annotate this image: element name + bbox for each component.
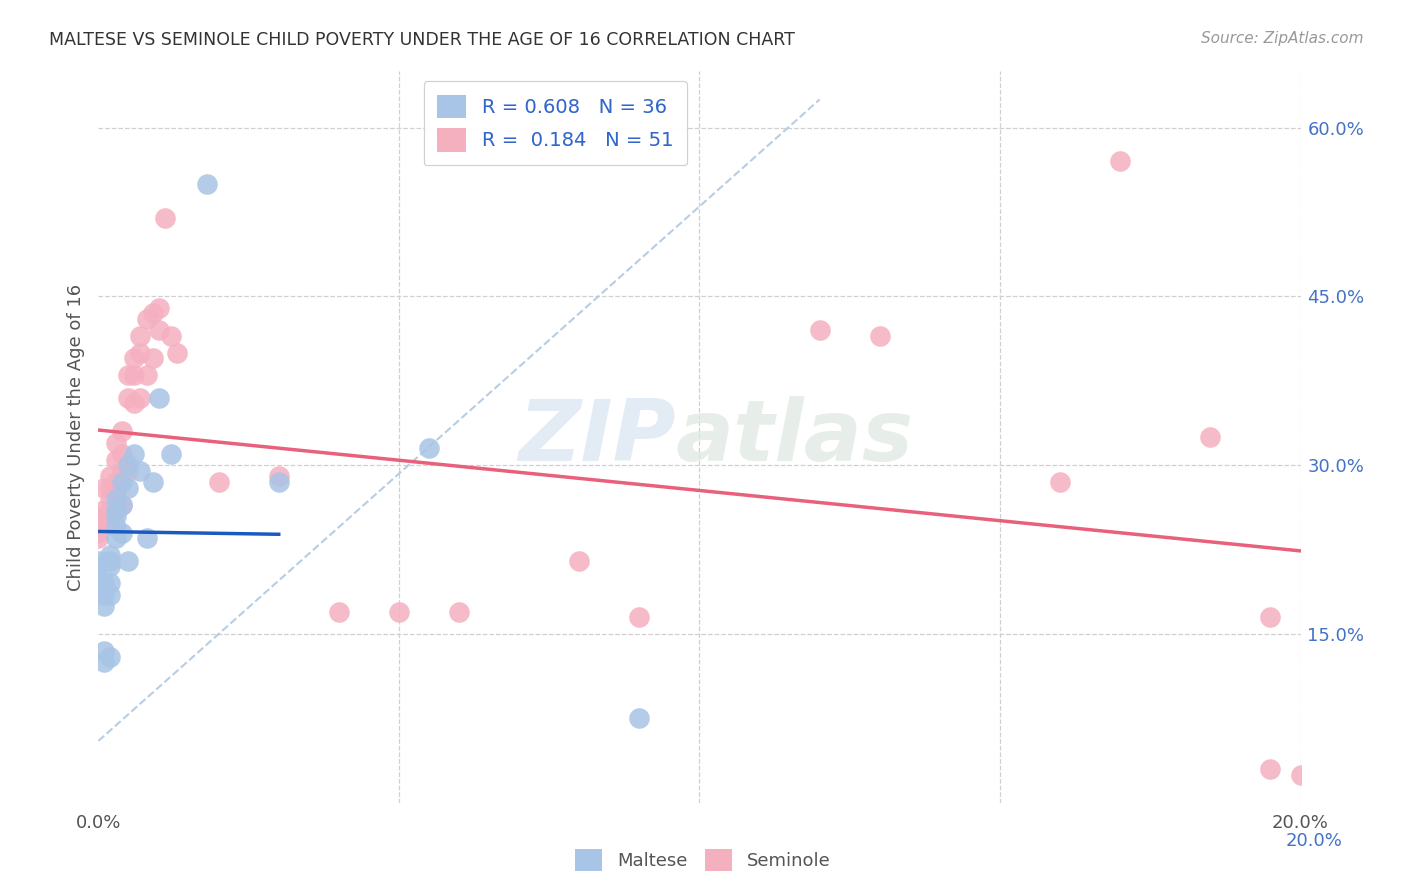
Point xyxy=(124,368,146,383)
Point xyxy=(129,464,152,478)
Point xyxy=(93,644,115,658)
Point xyxy=(87,559,110,574)
Text: 20.0%: 20.0% xyxy=(1286,832,1343,850)
Point xyxy=(100,576,122,591)
Point xyxy=(159,328,181,343)
Point xyxy=(111,498,134,512)
Point xyxy=(100,481,122,495)
Text: MALTESE VS SEMINOLE CHILD POVERTY UNDER THE AGE OF 16 CORRELATION CHART: MALTESE VS SEMINOLE CHILD POVERTY UNDER … xyxy=(49,31,794,49)
Point xyxy=(93,588,115,602)
Point xyxy=(117,481,139,495)
Point xyxy=(1049,475,1071,489)
Point xyxy=(93,599,115,613)
Point xyxy=(141,351,163,366)
Point xyxy=(208,475,231,489)
Point xyxy=(93,582,115,596)
Point xyxy=(111,525,134,540)
Point xyxy=(105,503,128,517)
Point xyxy=(328,605,350,619)
Point xyxy=(105,435,128,450)
Point xyxy=(93,508,115,523)
Point xyxy=(135,532,157,546)
Legend: Maltese, Seminole: Maltese, Seminole xyxy=(568,842,838,879)
Point xyxy=(141,475,163,489)
Point xyxy=(148,323,170,337)
Point xyxy=(111,498,134,512)
Point xyxy=(117,458,139,473)
Point xyxy=(1260,762,1282,776)
Point xyxy=(93,576,115,591)
Point xyxy=(105,486,128,500)
Point xyxy=(100,491,122,506)
Point xyxy=(159,447,181,461)
Point xyxy=(1260,610,1282,624)
Point xyxy=(87,532,110,546)
Point xyxy=(111,425,134,439)
Point xyxy=(195,177,218,191)
Point xyxy=(148,301,170,315)
Point xyxy=(105,508,128,523)
Point xyxy=(124,396,146,410)
Point xyxy=(105,520,128,534)
Point xyxy=(100,548,122,562)
Point xyxy=(105,452,128,467)
Point xyxy=(153,211,176,225)
Point xyxy=(148,391,170,405)
Point xyxy=(87,525,110,540)
Point xyxy=(1199,430,1222,444)
Point xyxy=(388,605,411,619)
Point xyxy=(93,655,115,669)
Point xyxy=(869,328,891,343)
Point xyxy=(117,464,139,478)
Point xyxy=(87,515,110,529)
Point xyxy=(1289,767,1312,781)
Point xyxy=(418,442,440,456)
Point xyxy=(135,312,157,326)
Point xyxy=(93,503,115,517)
Point xyxy=(135,368,157,383)
Point xyxy=(87,554,110,568)
Point xyxy=(100,515,122,529)
Point xyxy=(808,323,831,337)
Point xyxy=(93,481,115,495)
Point xyxy=(111,447,134,461)
Point xyxy=(267,469,290,483)
Point xyxy=(1109,154,1132,169)
Point xyxy=(129,345,152,359)
Y-axis label: Child Poverty Under the Age of 16: Child Poverty Under the Age of 16 xyxy=(66,284,84,591)
Legend: R = 0.608   N = 36, R =  0.184   N = 51: R = 0.608 N = 36, R = 0.184 N = 51 xyxy=(423,81,688,166)
Point xyxy=(568,554,591,568)
Point xyxy=(100,469,122,483)
Text: atlas: atlas xyxy=(675,395,914,479)
Point xyxy=(100,559,122,574)
Point xyxy=(124,447,146,461)
Point xyxy=(111,475,134,489)
Point xyxy=(267,475,290,489)
Point xyxy=(447,605,470,619)
Text: Source: ZipAtlas.com: Source: ZipAtlas.com xyxy=(1201,31,1364,46)
Text: ZIP: ZIP xyxy=(517,395,675,479)
Point xyxy=(100,588,122,602)
Point xyxy=(628,711,651,725)
Point xyxy=(100,649,122,664)
Point xyxy=(166,345,188,359)
Point xyxy=(117,391,139,405)
Point xyxy=(129,391,152,405)
Point xyxy=(111,464,134,478)
Point xyxy=(117,554,139,568)
Point xyxy=(141,306,163,320)
Point xyxy=(129,328,152,343)
Point xyxy=(628,610,651,624)
Point xyxy=(105,532,128,546)
Point xyxy=(124,351,146,366)
Point xyxy=(105,491,128,506)
Point xyxy=(117,368,139,383)
Point xyxy=(87,571,110,585)
Point xyxy=(105,475,128,489)
Point xyxy=(100,554,122,568)
